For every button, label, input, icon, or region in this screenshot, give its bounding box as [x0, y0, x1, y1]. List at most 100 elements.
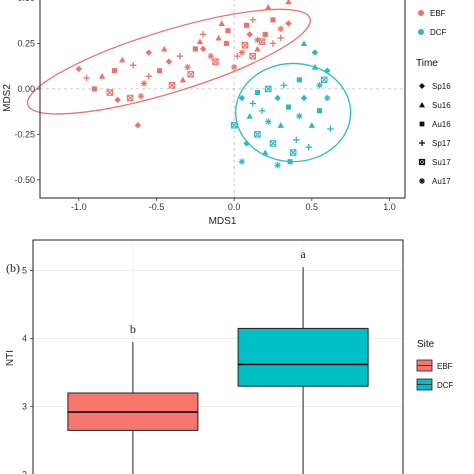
data-point-dcf [238, 94, 246, 102]
boxed-x-diag-b [290, 149, 297, 156]
panel-b-label: (b) [6, 261, 20, 275]
x-tick-label: 0.0 [228, 202, 241, 212]
data-point-dcf [249, 100, 256, 107]
data-point-ebf [241, 42, 249, 49]
data-point-dcf [265, 118, 272, 125]
square-marker [285, 104, 292, 110]
data-point-dcf [320, 76, 328, 84]
data-point-ebf [277, 25, 284, 33]
square-marker [225, 28, 231, 34]
data-point-dcf [265, 85, 272, 93]
asterisk-d2 [275, 162, 281, 168]
asterisk-d2 [184, 64, 191, 70]
legend-site-label: EBF [437, 362, 453, 371]
triangle-marker [196, 38, 204, 45]
boxed-x-diag-b [106, 89, 114, 96]
square-marker [287, 159, 293, 165]
data-point-ebf [187, 71, 194, 78]
triangle-marker [246, 112, 253, 119]
y-tick-label: 2 [22, 470, 27, 474]
data-point-ebf [168, 82, 176, 89]
significance-letter: a [300, 247, 306, 261]
asterisk-d2 [239, 49, 245, 56]
diamond-marker [324, 67, 331, 74]
legend-time-su17-icon [418, 158, 426, 166]
diamond-marker [165, 58, 173, 65]
box-ebf: b [67, 322, 199, 474]
boxed-x-frame [320, 76, 328, 84]
boxed-x-frame [249, 52, 257, 60]
legend-time-label: Sp17 [432, 139, 451, 148]
legend-site-swatch [418, 10, 424, 16]
series-dcf [230, 40, 334, 169]
legend-site-swatch [418, 29, 424, 35]
asterisk-d2 [239, 159, 245, 165]
data-point-ebf [157, 68, 163, 74]
data-point-ebf [230, 63, 238, 71]
boxed-x-diag-b [419, 159, 425, 165]
triangle-marker [215, 34, 222, 41]
square-marker [244, 22, 250, 28]
boxed-x-diag-b [241, 42, 249, 49]
asterisk-d2 [296, 113, 303, 119]
data-point-ebf [207, 52, 215, 60]
box-frame [32, 239, 404, 474]
nti-boxplot-panel: b a (b) 2 3 4 5 NTI Site EBF DCF [5, 239, 454, 474]
triangle-marker [98, 72, 106, 79]
legend-time-au17-icon [419, 178, 425, 184]
legend-time-label: Su17 [432, 158, 451, 167]
data-point-ebf [75, 65, 83, 73]
data-point-ebf [98, 72, 106, 79]
diamond-marker [134, 122, 142, 129]
data-point-ebf [254, 45, 261, 52]
boxed-x-diag-b [231, 122, 238, 129]
square-marker [419, 121, 425, 127]
diamond-marker [238, 94, 246, 102]
data-point-ebf [238, 49, 246, 56]
data-point-dcf [324, 94, 331, 102]
legend-site-label: EBF [430, 9, 446, 18]
data-point-dcf [243, 140, 250, 147]
data-point-dcf [246, 112, 253, 119]
box-dcf: a [237, 247, 369, 474]
legend-site-title: Site [417, 339, 435, 350]
significance-letter: b [130, 322, 136, 336]
legend-time-su16-icon [419, 102, 425, 108]
mds-frame [39, 0, 406, 199]
data-point-dcf [274, 162, 281, 169]
triangle-marker [254, 45, 261, 52]
y-tick-label: 3 [22, 402, 27, 412]
data-point-dcf [274, 94, 281, 102]
data-point-ebf [234, 52, 241, 60]
data-point-ebf [223, 40, 229, 47]
boxed-x-diag-b [187, 71, 194, 78]
diamond-marker [311, 49, 319, 56]
data-point-ebf [262, 31, 268, 37]
y-tick-label: -0.50 [14, 175, 35, 185]
asterisk-d2 [254, 37, 261, 43]
data-point-dcf [296, 77, 302, 83]
data-point-ebf [199, 45, 207, 53]
square-marker [262, 31, 268, 37]
data-point-ebf [111, 68, 118, 74]
diamond-marker [243, 140, 250, 147]
legend-time-sp17-icon [419, 140, 425, 146]
legend-time-sp16-icon [419, 83, 425, 89]
data-point-ebf [199, 31, 207, 38]
triangle-marker [218, 20, 225, 27]
square-marker [296, 77, 302, 83]
data-point-ebf [184, 63, 191, 71]
asterisk-d2 [208, 53, 214, 59]
boxed-x-frame [126, 94, 134, 102]
square-marker [91, 86, 97, 92]
x-tick-label: 1.0 [383, 202, 396, 212]
x-axis-label: MDS1 [209, 216, 237, 227]
y-tick-label: 0.50 [17, 0, 35, 3]
boxed-x-diag-b [265, 85, 272, 93]
diamond-marker [199, 45, 207, 53]
legend-time-au16-icon [419, 121, 425, 127]
diamond-marker [300, 94, 308, 102]
y-tick-label: -0.25 [14, 129, 35, 139]
